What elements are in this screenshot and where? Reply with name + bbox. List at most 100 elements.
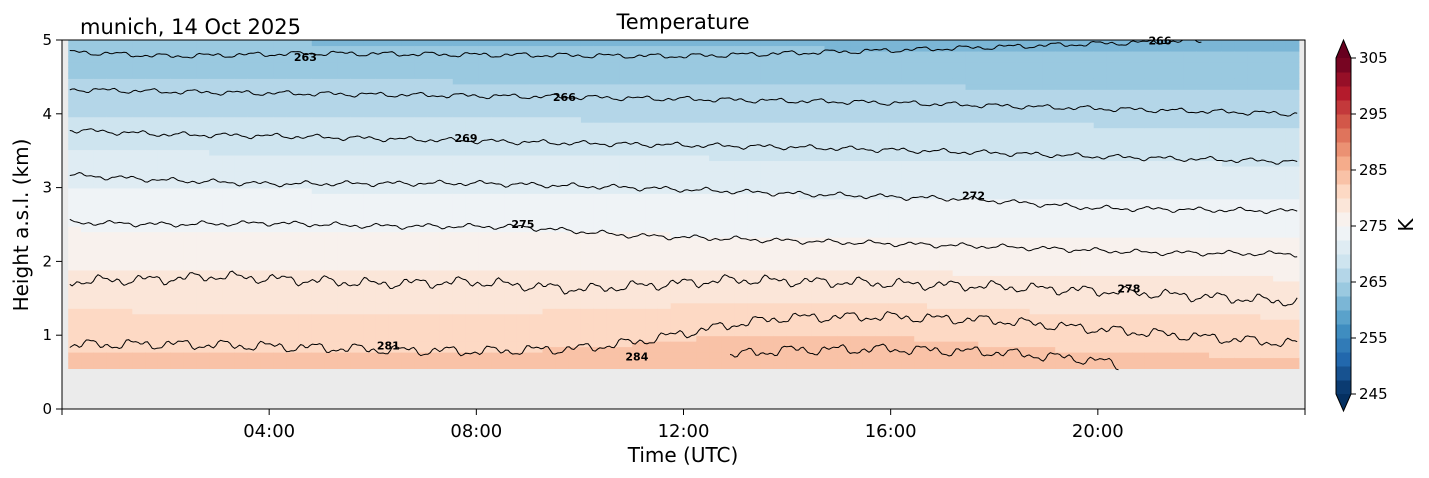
temperature-cell bbox=[273, 220, 287, 227]
temperature-cell bbox=[568, 319, 582, 326]
temperature-cell bbox=[170, 94, 185, 101]
temperature-cell bbox=[1119, 319, 1133, 326]
temperature-cell bbox=[645, 111, 659, 118]
temperature-cell bbox=[81, 231, 95, 238]
temperature-cell bbox=[952, 160, 967, 167]
temperature-cell bbox=[170, 319, 185, 326]
temperature-cell bbox=[286, 198, 300, 205]
temperature-cell bbox=[1003, 313, 1018, 320]
temperature-cell bbox=[491, 144, 505, 151]
temperature-cell bbox=[350, 209, 364, 216]
temperature-cell bbox=[901, 215, 915, 222]
temperature-cell bbox=[298, 154, 313, 162]
temperature-cell bbox=[1055, 138, 1069, 145]
temperature-cell bbox=[824, 105, 838, 112]
temperature-cell bbox=[542, 324, 556, 331]
temperature-cell bbox=[965, 100, 979, 107]
temperature-cell bbox=[183, 346, 197, 353]
temperature-cell bbox=[914, 165, 928, 172]
temperature-cell bbox=[439, 242, 454, 249]
temperature-cell bbox=[773, 247, 787, 255]
temperature-cell bbox=[1119, 253, 1133, 260]
temperature-cell bbox=[427, 154, 441, 162]
temperature-cell bbox=[875, 297, 890, 304]
temperature-cell bbox=[939, 116, 954, 123]
temperature-cell bbox=[593, 302, 608, 309]
temperature-cell bbox=[209, 182, 223, 189]
temperature-cell bbox=[952, 286, 967, 293]
temperature-cell bbox=[1106, 45, 1120, 52]
temperature-cell bbox=[68, 242, 82, 249]
temperature-cell bbox=[875, 45, 890, 52]
temperature-cell bbox=[1106, 341, 1120, 348]
temperature-cell bbox=[1003, 269, 1018, 276]
temperature-cell bbox=[337, 160, 351, 167]
temperature-cell bbox=[196, 187, 210, 194]
temperature-cell bbox=[786, 297, 800, 304]
temperature-cell bbox=[452, 61, 467, 68]
temperature-cell bbox=[1093, 247, 1108, 255]
temperature-cell bbox=[491, 72, 505, 79]
temperature-cell bbox=[170, 253, 185, 260]
temperature-cell bbox=[132, 220, 146, 227]
temperature-cell bbox=[798, 226, 813, 233]
temperature-cell bbox=[888, 291, 903, 298]
temperature-cell bbox=[696, 226, 710, 233]
temperature-cell bbox=[324, 269, 338, 276]
temperature-cell bbox=[1106, 247, 1120, 255]
temperature-cell bbox=[555, 198, 569, 205]
temperature-cell bbox=[606, 154, 621, 162]
temperature-cell bbox=[606, 56, 621, 63]
temperature-cell bbox=[234, 247, 249, 255]
temperature-cell bbox=[1068, 231, 1082, 238]
temperature-cell bbox=[529, 193, 544, 200]
temperature-cell bbox=[273, 237, 287, 244]
temperature-cell bbox=[837, 226, 851, 233]
temperature-cell bbox=[670, 264, 685, 271]
temperature-cell bbox=[568, 308, 582, 315]
temperature-cell bbox=[901, 56, 915, 63]
temperature-cell bbox=[196, 362, 210, 370]
temperature-cell bbox=[747, 78, 762, 85]
temperature-cell bbox=[734, 198, 749, 205]
temperature-cell bbox=[247, 362, 262, 370]
temperature-cell bbox=[1106, 264, 1120, 271]
temperature-cell bbox=[529, 335, 544, 342]
temperature-cell bbox=[529, 61, 544, 68]
temperature-cell bbox=[1029, 346, 1044, 353]
temperature-cell bbox=[875, 291, 890, 298]
temperature-cell bbox=[375, 346, 390, 353]
temperature-cell bbox=[606, 138, 621, 145]
temperature-cell bbox=[927, 89, 941, 96]
temperature-cell bbox=[388, 215, 403, 222]
temperature-cell bbox=[81, 72, 95, 79]
temperature-cell bbox=[721, 226, 736, 233]
temperature-cell bbox=[632, 122, 646, 129]
temperature-cell bbox=[375, 247, 390, 255]
temperature-cell bbox=[388, 275, 403, 282]
temperature-cell bbox=[157, 160, 172, 167]
temperature-cell bbox=[939, 50, 954, 58]
temperature-cell bbox=[991, 138, 1005, 145]
temperature-cell bbox=[452, 165, 467, 172]
temperature-cell bbox=[850, 111, 864, 118]
temperature-cell bbox=[81, 165, 95, 172]
temperature-cell bbox=[619, 204, 633, 211]
temperature-cell bbox=[350, 335, 364, 342]
temperature-cell bbox=[286, 138, 300, 145]
temperature-cell bbox=[170, 362, 185, 370]
temperature-cell bbox=[427, 171, 441, 178]
temperature-cell bbox=[1029, 111, 1044, 118]
temperature-cell bbox=[247, 111, 262, 118]
temperature-cell bbox=[247, 198, 262, 205]
temperature-cell bbox=[619, 324, 633, 331]
temperature-cell bbox=[786, 346, 800, 353]
temperature-cell bbox=[145, 50, 159, 58]
temperature-cell bbox=[170, 351, 185, 359]
temperature-cell bbox=[747, 247, 762, 255]
temperature-cell bbox=[324, 346, 338, 353]
temperature-cell bbox=[183, 291, 197, 298]
temperature-cell bbox=[862, 122, 877, 129]
temperature-cell bbox=[670, 209, 685, 216]
temperature-cell bbox=[837, 182, 851, 189]
